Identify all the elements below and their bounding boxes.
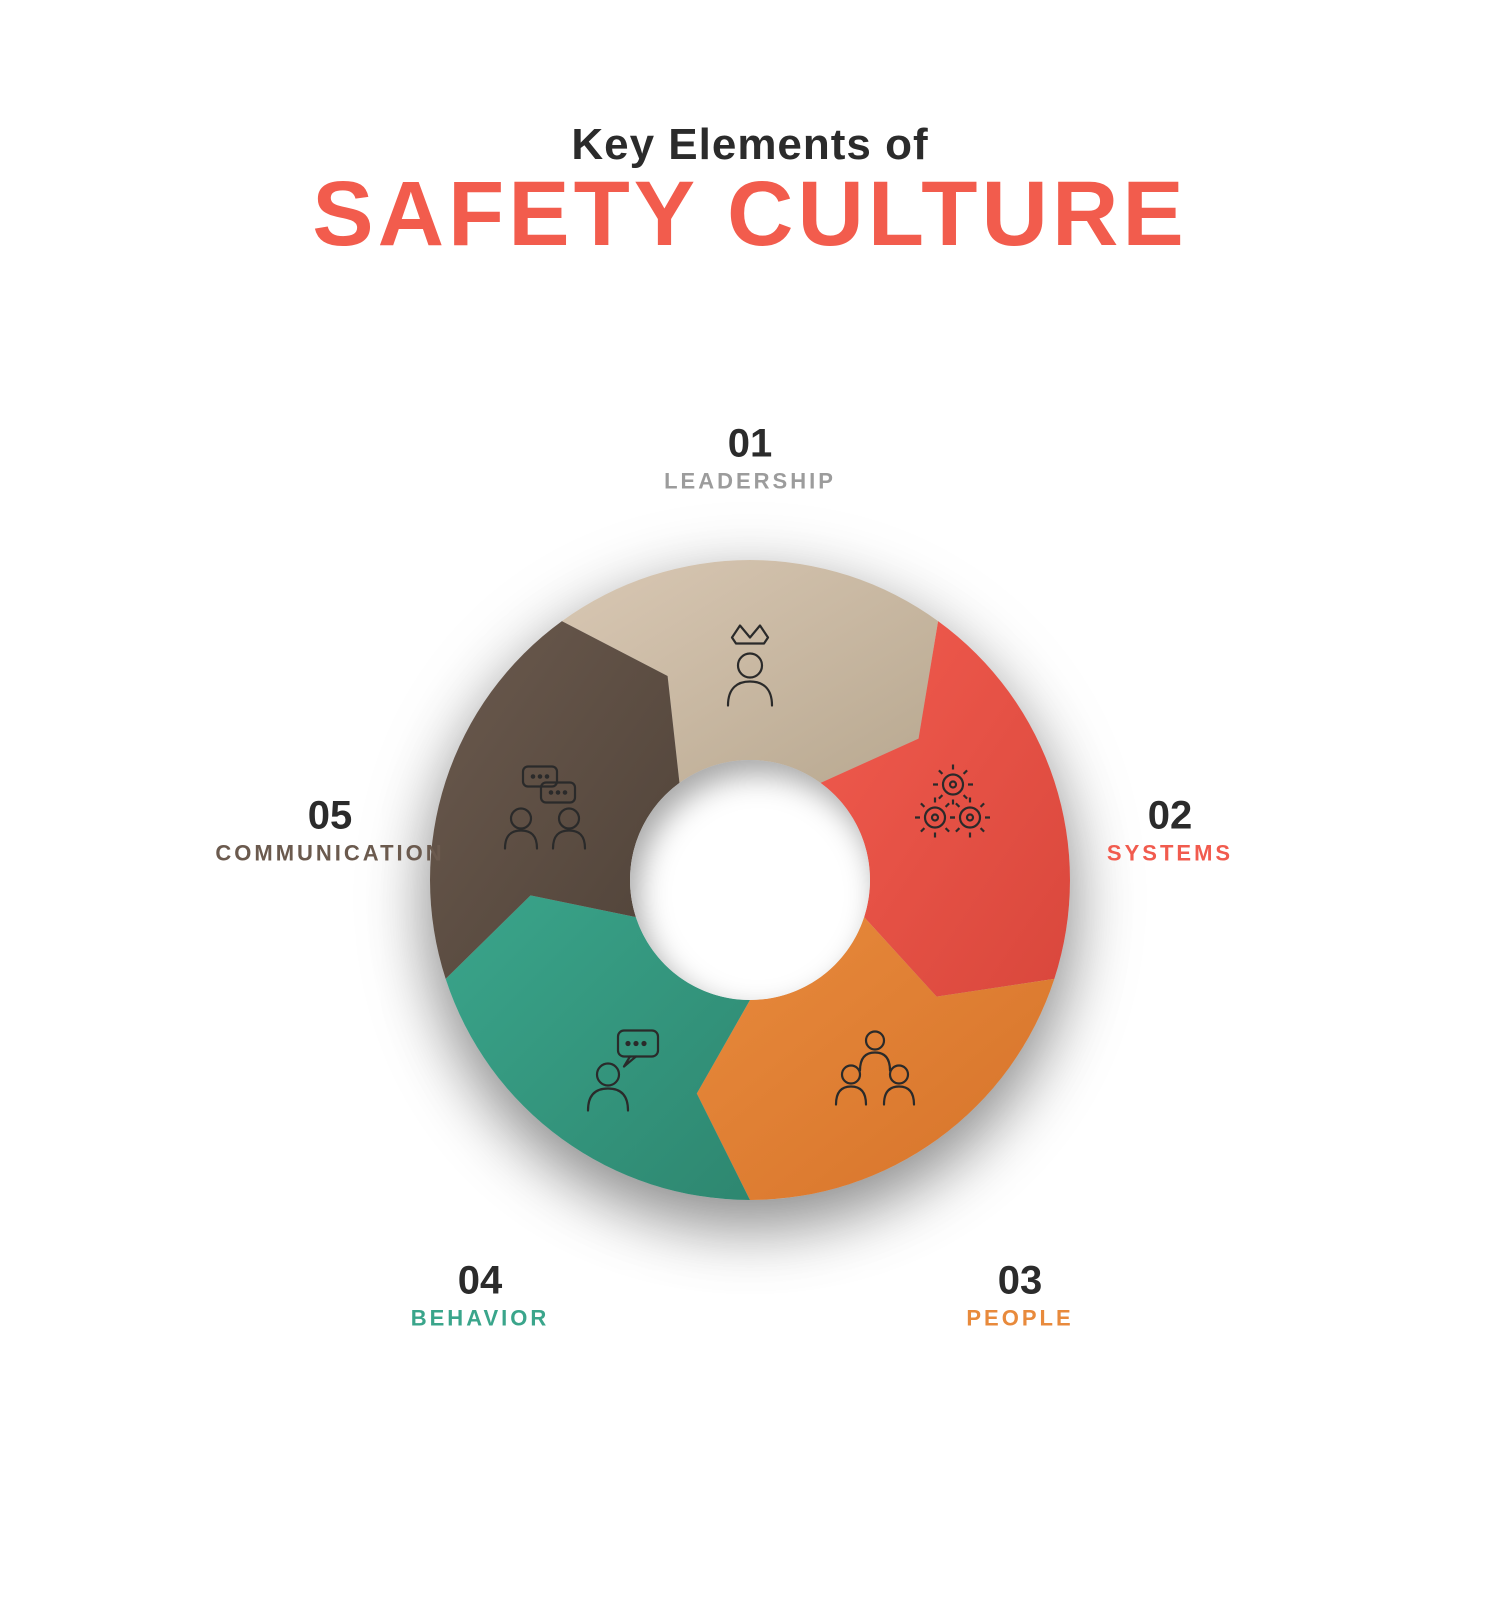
label-behavior: 04BEHAVIOR [411, 1259, 550, 1332]
speech-person-icon [580, 1023, 670, 1118]
label-systems: 02SYSTEMS [1107, 794, 1233, 867]
gears-icon [910, 763, 1000, 858]
donut-diagram: 01LEADERSHIP02SYSTEMS03PEOPLE04BEHAVIOR0… [300, 430, 1200, 1330]
donut-inner-hole [630, 760, 870, 1000]
label-number: 02 [1107, 794, 1233, 839]
label-text: BEHAVIOR [411, 1306, 550, 1332]
people-group-icon [825, 1023, 925, 1118]
header: Key Elements of SAFETY CULTURE [0, 0, 1500, 267]
crown-person-icon [710, 618, 790, 713]
label-text: PEOPLE [966, 1306, 1073, 1332]
label-number: 01 [664, 422, 836, 467]
label-text: SYSTEMS [1107, 841, 1233, 867]
header-title: SAFETY CULTURE [0, 162, 1500, 267]
label-number: 04 [411, 1259, 550, 1304]
chat-people-icon [495, 763, 595, 858]
label-text: COMMUNICATION [215, 841, 444, 867]
label-number: 03 [966, 1259, 1073, 1304]
label-text: LEADERSHIP [664, 469, 836, 495]
label-communication: 05COMMUNICATION [215, 794, 444, 867]
label-leadership: 01LEADERSHIP [664, 422, 836, 495]
label-number: 05 [215, 794, 444, 839]
label-people: 03PEOPLE [966, 1259, 1073, 1332]
